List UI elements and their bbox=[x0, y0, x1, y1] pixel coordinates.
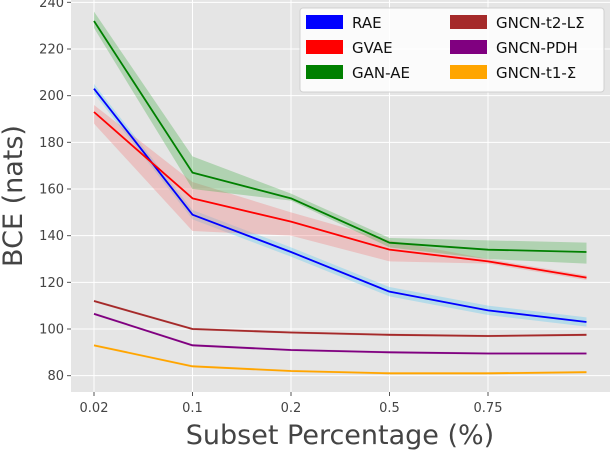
legend-label: GNCN-PDH bbox=[496, 39, 578, 57]
legend-swatch bbox=[306, 15, 343, 29]
legend-swatch bbox=[306, 40, 343, 54]
legend-label: GVAE bbox=[352, 39, 393, 57]
y-tick-label: 220 bbox=[39, 43, 64, 58]
x-tick-label: 0.02 bbox=[80, 401, 109, 416]
line-layer bbox=[93, 20, 587, 375]
band-1 bbox=[94, 105, 587, 280]
legend-swatch bbox=[306, 65, 343, 79]
legend-swatch bbox=[450, 40, 487, 54]
x-tick-label: 0.2 bbox=[281, 401, 302, 416]
series-line-2 bbox=[93, 20, 587, 253]
series-line-0 bbox=[93, 88, 587, 323]
y-tick-label: 200 bbox=[39, 89, 64, 104]
y-tick-label: 80 bbox=[47, 369, 64, 384]
x-tick-label: 0.5 bbox=[379, 401, 400, 416]
x-axis-label: Subset Percentage (%) bbox=[186, 420, 494, 450]
y-tick-label: 120 bbox=[39, 276, 64, 291]
legend: RAE GVAE GAN-AE GNCN-t2-LΣ GNCN-PDH GNCN-t1-Σ bbox=[299, 7, 605, 93]
grid-layer bbox=[71, 0, 610, 392]
x-tick-label: 0.75 bbox=[474, 401, 503, 416]
legend-label: GNCN-t1-Σ bbox=[496, 64, 576, 82]
legend-label: RAE bbox=[352, 14, 382, 32]
legend-swatch bbox=[450, 65, 487, 79]
series-line-4 bbox=[93, 312, 587, 355]
tick-layer: 80 100 120 140 160 180 200 220 240 0.02 0.1 0.2 0.5 0… bbox=[39, 0, 502, 416]
y-tick-label: 180 bbox=[39, 136, 64, 151]
legend-label: GNCN-t2-LΣ bbox=[496, 14, 585, 32]
y-tick-label: 160 bbox=[39, 183, 64, 198]
legend-label: GAN-AE bbox=[352, 64, 410, 82]
y-axis-label: BCE (nats) bbox=[0, 125, 29, 267]
series-line-3 bbox=[93, 300, 587, 337]
x-tick-label: 0.1 bbox=[182, 401, 203, 416]
legend-swatch bbox=[450, 15, 487, 29]
y-tick-label: 240 bbox=[39, 0, 64, 11]
y-tick-label: 100 bbox=[39, 323, 64, 338]
series-line-1 bbox=[93, 111, 587, 279]
y-tick-label: 140 bbox=[39, 229, 64, 244]
series-line-5 bbox=[93, 344, 587, 375]
